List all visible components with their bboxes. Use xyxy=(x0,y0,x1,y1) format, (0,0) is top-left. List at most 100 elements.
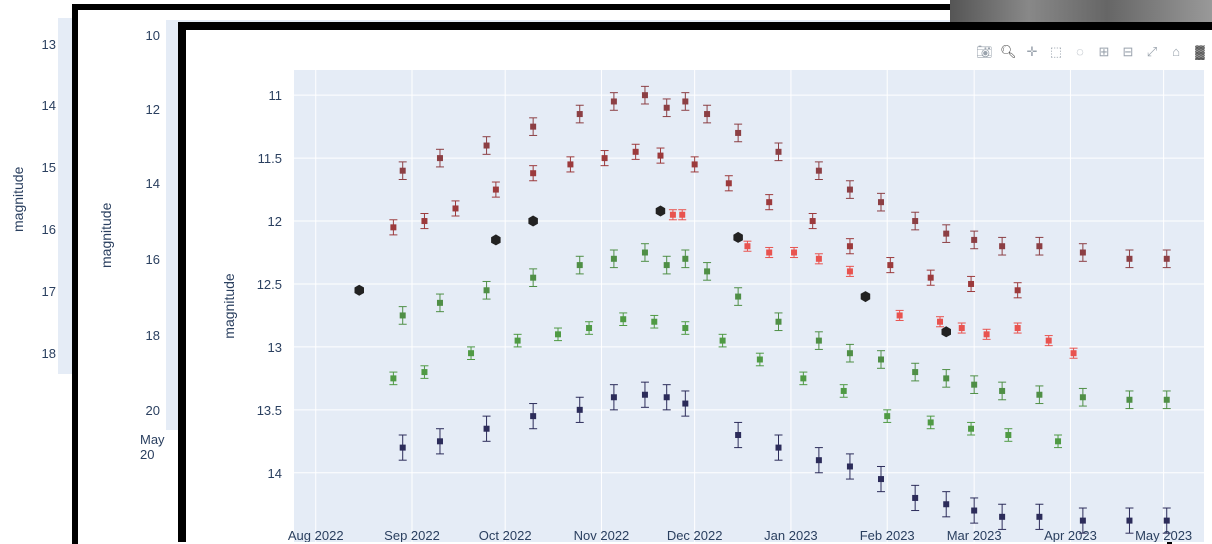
bg-ytick: 17 xyxy=(41,284,56,299)
data-point xyxy=(669,211,676,218)
data-point xyxy=(576,111,583,118)
mid-ytick: 16 xyxy=(145,252,160,267)
y-tick-label: 12.5 xyxy=(257,277,282,292)
x-tick-label: Dec 2022 xyxy=(667,528,723,542)
box-select-icon[interactable]: ⬚ xyxy=(1049,44,1063,59)
data-point xyxy=(452,205,459,212)
data-point xyxy=(704,268,711,275)
data-point-hexagon xyxy=(491,234,501,246)
data-point xyxy=(468,350,475,357)
data-point xyxy=(651,318,658,325)
x-tick-label: May 2023 xyxy=(1135,528,1192,542)
data-point xyxy=(877,356,884,363)
data-point xyxy=(846,243,853,250)
data-point xyxy=(968,280,975,287)
data-point xyxy=(610,98,617,105)
data-point xyxy=(983,331,990,338)
data-point xyxy=(1036,391,1043,398)
data-point xyxy=(725,180,732,187)
data-point xyxy=(436,155,443,162)
lasso-select-icon[interactable]: ◌ xyxy=(1076,44,1084,59)
mid-ytick: 14 xyxy=(145,176,160,191)
x-tick-label: Apr 2023 xyxy=(1044,528,1097,542)
x-tick-label: Mar 2023 xyxy=(947,528,1002,542)
data-point xyxy=(704,111,711,118)
zoom-out-icon[interactable]: ⊟ xyxy=(1122,44,1134,59)
data-point xyxy=(530,123,537,130)
data-point xyxy=(943,375,950,382)
data-point xyxy=(1126,255,1133,262)
camera-icon[interactable]: 📷︎ xyxy=(976,44,993,59)
y-tick-label: 11 xyxy=(269,88,283,103)
data-point xyxy=(1055,438,1062,445)
pan-icon[interactable]: ✛ xyxy=(1026,44,1038,59)
data-point xyxy=(399,444,406,451)
series-green_lower xyxy=(389,312,1063,449)
plot-modebar: 📷︎ 🔍︎ ✛ ⬚ ◌ ⊞ ⊟ ⤢ ⌂ ▓ xyxy=(976,44,1208,60)
data-point xyxy=(840,387,847,394)
data-point xyxy=(632,148,639,155)
magnitude-chart[interactable]: 11 11.5 12 12.5 13 13.5 14 Aug 2022 Sep 2022 Oct… xyxy=(186,30,1212,542)
y-tick-label: 13.5 xyxy=(257,403,282,418)
data-point xyxy=(576,406,583,413)
y-tick-label: 12 xyxy=(268,214,282,229)
front-chart-window: 📷︎ 🔍︎ ✛ ⬚ ◌ ⊞ ⊟ ⤢ ⌂ ▓ 11 11.5 12 12.5 13 13.5… xyxy=(178,22,1212,542)
data-point-hexagon xyxy=(860,291,871,303)
data-point xyxy=(744,243,751,250)
data-point xyxy=(399,167,406,174)
data-point xyxy=(912,494,919,501)
data-point xyxy=(390,224,397,231)
y-tick-label: 13 xyxy=(268,340,282,355)
data-point xyxy=(735,129,742,136)
data-point xyxy=(791,249,798,256)
data-point-hexagon xyxy=(941,326,951,338)
series-black xyxy=(354,205,951,338)
data-point xyxy=(691,161,698,168)
bg-ytick: 13 xyxy=(41,37,56,52)
data-point xyxy=(971,236,978,243)
mid-ytick: 20 xyxy=(145,403,160,418)
data-point xyxy=(530,274,537,281)
zoom-icon[interactable]: 🔍︎ xyxy=(1000,44,1017,59)
data-point-hexagon xyxy=(354,284,364,296)
data-point-hexagon xyxy=(528,215,538,227)
data-point xyxy=(912,218,919,225)
data-point xyxy=(846,186,853,193)
data-point xyxy=(958,325,965,332)
data-point xyxy=(620,316,627,323)
y-tick-label: 14 xyxy=(268,466,282,481)
reset-axes-icon[interactable]: ⌂ xyxy=(1172,44,1180,59)
data-point xyxy=(775,148,782,155)
x-tick-label: Jan 2023 xyxy=(764,528,818,542)
x-tick-label: Nov 2022 xyxy=(574,528,630,542)
data-point xyxy=(719,337,726,344)
data-point xyxy=(641,92,648,99)
data-point xyxy=(610,255,617,262)
data-point xyxy=(641,391,648,398)
data-point xyxy=(586,325,593,332)
x-tick-label: Oct 2022 xyxy=(479,528,532,542)
data-point xyxy=(601,155,608,162)
data-point xyxy=(756,356,763,363)
zoom-in-icon[interactable]: ⊞ xyxy=(1098,44,1110,59)
data-point xyxy=(1126,517,1133,524)
plotly-logo-icon[interactable]: ▓ xyxy=(1195,44,1205,59)
data-point xyxy=(576,262,583,269)
data-point xyxy=(1045,337,1052,344)
data-point xyxy=(390,375,397,382)
data-point xyxy=(1079,249,1086,256)
data-point xyxy=(766,249,773,256)
data-point xyxy=(937,318,944,325)
y-tick-label: 11.5 xyxy=(258,151,282,166)
plot-area xyxy=(294,70,1204,542)
data-point xyxy=(1079,517,1086,524)
mid-ytick: 12 xyxy=(145,102,160,117)
data-point xyxy=(766,199,773,206)
autoscale-icon[interactable]: ⤢ xyxy=(1146,44,1158,59)
data-point xyxy=(927,274,934,281)
background-ylabel: magnitude xyxy=(10,166,26,232)
data-point xyxy=(735,293,742,300)
data-point xyxy=(663,262,670,269)
data-point xyxy=(971,507,978,514)
grid-layer xyxy=(294,70,1204,542)
